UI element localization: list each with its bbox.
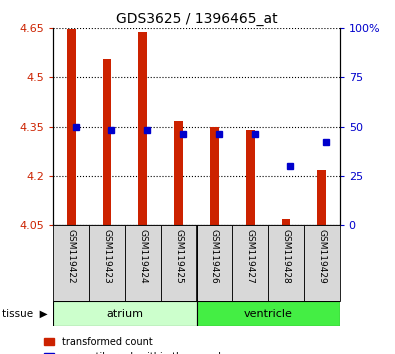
Bar xyxy=(317,170,326,225)
Bar xyxy=(304,225,340,301)
Bar xyxy=(67,29,76,225)
Text: GSM119426: GSM119426 xyxy=(210,229,219,283)
Text: GSM119424: GSM119424 xyxy=(138,229,147,283)
Bar xyxy=(282,219,290,225)
Text: GSM119429: GSM119429 xyxy=(317,229,326,283)
Bar xyxy=(197,225,232,301)
Bar xyxy=(103,59,111,225)
Legend: transformed count, percentile rank within the sample: transformed count, percentile rank withi… xyxy=(40,333,231,354)
Bar xyxy=(53,301,197,326)
Text: GSM119425: GSM119425 xyxy=(174,229,183,283)
Title: GDS3625 / 1396465_at: GDS3625 / 1396465_at xyxy=(116,12,277,26)
Text: GSM119428: GSM119428 xyxy=(282,229,290,283)
Text: ventricle: ventricle xyxy=(244,309,293,319)
Bar xyxy=(161,225,197,301)
Text: GSM119422: GSM119422 xyxy=(67,229,76,283)
Text: GSM119423: GSM119423 xyxy=(103,229,111,283)
Bar xyxy=(246,131,255,225)
Bar xyxy=(89,225,125,301)
Bar xyxy=(210,127,219,225)
Bar xyxy=(197,301,340,326)
Bar xyxy=(232,225,268,301)
Bar xyxy=(53,225,89,301)
Bar xyxy=(174,121,183,225)
Bar xyxy=(138,32,147,225)
Bar xyxy=(125,225,161,301)
Bar xyxy=(268,225,304,301)
Text: atrium: atrium xyxy=(106,309,143,319)
Text: tissue  ▶: tissue ▶ xyxy=(2,309,48,319)
Text: GSM119427: GSM119427 xyxy=(246,229,255,283)
